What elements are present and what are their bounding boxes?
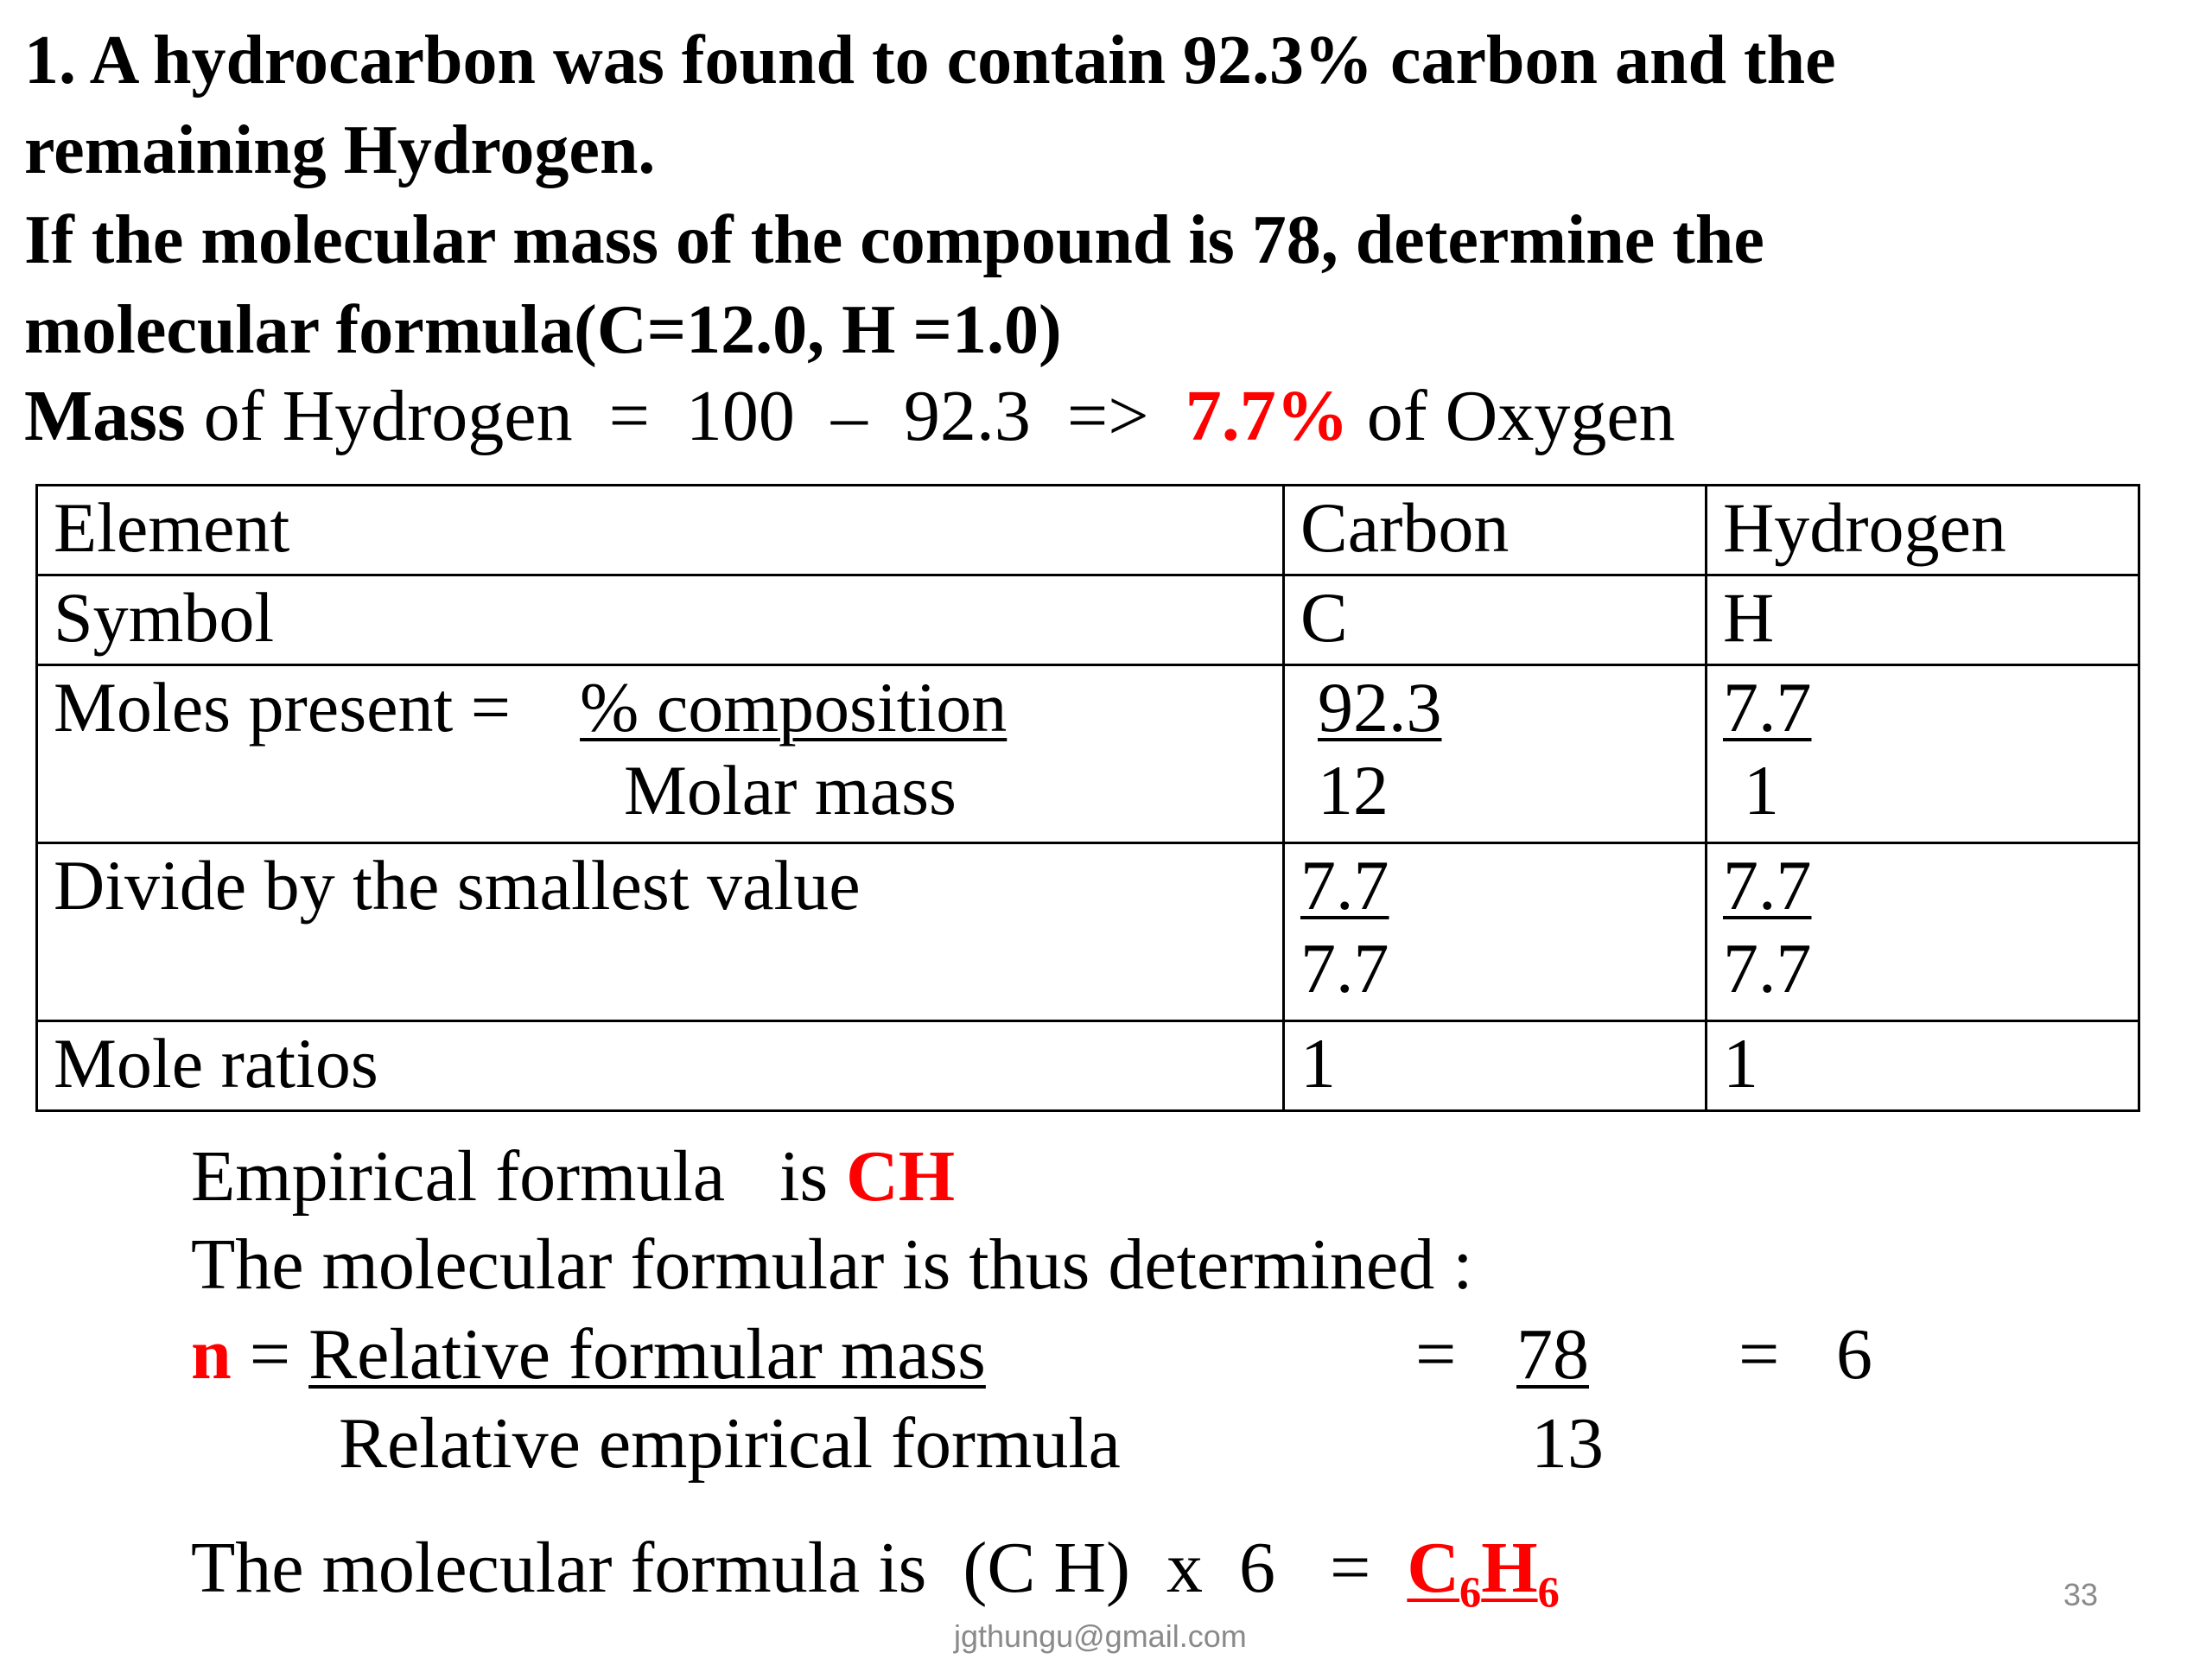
symbol-hydrogen: H xyxy=(1705,574,2140,666)
empirical-formula-line: Empirical formula is CH xyxy=(191,1134,955,1220)
question-line-2: remaining Hydrogen. xyxy=(24,112,656,188)
symbol-carbon: C xyxy=(1282,574,1707,666)
n-result: 6 xyxy=(1836,1314,1872,1395)
value-denominator: 13 xyxy=(1531,1403,1604,1484)
table-row: Mole ratios 1 1 xyxy=(35,1020,2140,1112)
question-line-3: If the molecular mass of the compound is… xyxy=(24,202,1764,278)
mass-calc: of Hydrogen = 100 – 92.3 => xyxy=(185,376,1185,456)
watermark: jgthungu@gmail.com xyxy=(954,1618,1247,1654)
ratio-carbon: 1 xyxy=(1282,1020,1707,1112)
numerator: 7.7 xyxy=(1300,846,1389,925)
moles-numerator-label: % composition xyxy=(580,668,1007,747)
header-element: Element xyxy=(35,484,1285,576)
numerator: 7.7 xyxy=(1723,668,1812,747)
mass-tail: of Oxygen xyxy=(1348,376,1675,456)
equals-1: = xyxy=(1415,1314,1457,1395)
molecular-formula-line: The molecular formula is (C H) x 6 = C6H… xyxy=(191,1525,1560,1614)
final-text: The molecular formula is (C H) x 6 = xyxy=(191,1528,1408,1608)
n-denominator: Relative empirical formula xyxy=(339,1403,1121,1484)
divide-label: Divide by the smallest value xyxy=(35,842,1285,1022)
moles-hydrogen: 7.7 1 xyxy=(1705,664,2140,844)
symbol-label: Symbol xyxy=(35,574,1285,666)
table-row: Element Carbon Hydrogen xyxy=(35,484,2140,576)
denominator: 7.7 xyxy=(1723,929,1812,1007)
mass-highlight: 7.7% xyxy=(1185,376,1349,456)
denominator: 7.7 xyxy=(1300,929,1389,1007)
ratio-label: Mole ratios xyxy=(35,1020,1285,1112)
table-row: Symbol C H xyxy=(35,574,2140,666)
empirical-value: CH xyxy=(846,1136,956,1217)
equals-2: = xyxy=(1738,1314,1780,1395)
header-hydrogen: Hydrogen xyxy=(1705,484,2140,576)
numerator: 92.3 xyxy=(1318,668,1442,747)
divide-carbon: 7.7 7.7 xyxy=(1282,842,1707,1022)
mole-ratio-table: Element Carbon Hydrogen Symbol C H Moles… xyxy=(35,484,2140,1112)
moles-denominator-label: Molar mass xyxy=(624,751,957,830)
question-line-1: 1. A hydrocarbon was found to contain 92… xyxy=(24,22,1836,99)
denominator: 1 xyxy=(1744,751,1779,830)
table-row: Divide by the smallest value 7.7 7.7 7.7 7… xyxy=(35,842,2140,1022)
mass-label: Mass xyxy=(24,376,186,456)
n-numerator: Relative formular mass xyxy=(308,1314,986,1395)
mass-of-hydrogen-line: Mass of Hydrogen = 100 – 92.3 => 7.7% of… xyxy=(24,373,1675,460)
moles-label-cell: Moles present = % composition Molar mass xyxy=(35,664,1285,844)
question-line-4: molecular formula(C=12.0, H =1.0) xyxy=(24,292,1062,368)
denominator: 12 xyxy=(1318,751,1389,830)
page-number: 33 xyxy=(2063,1577,2099,1612)
empirical-text: Empirical formula is xyxy=(191,1136,847,1217)
moles-carbon: 92.3 12 xyxy=(1282,664,1707,844)
n-label: n xyxy=(191,1314,232,1395)
determined-line: The molecular formular is thus determine… xyxy=(191,1224,1473,1305)
ratio-hydrogen: 1 xyxy=(1705,1020,2140,1112)
formula-h: H xyxy=(1481,1528,1538,1608)
n-equation-numerator: n = Relative formular mass xyxy=(191,1312,986,1398)
formula-h-sub: 6 xyxy=(1537,1567,1560,1617)
formula-c: C xyxy=(1407,1528,1460,1608)
formula-c-sub: 6 xyxy=(1459,1567,1482,1617)
moles-label: Moles present = xyxy=(54,668,512,747)
table-row: Moles present =% composition Molar mass … xyxy=(35,664,2140,844)
final-formula: C6H6 xyxy=(1407,1528,1559,1614)
header-carbon: Carbon xyxy=(1282,484,1707,576)
numerator: 7.7 xyxy=(1723,846,1812,925)
n-equals: = xyxy=(231,1314,309,1395)
value-numerator: 78 xyxy=(1516,1314,1589,1395)
divide-hydrogen: 7.7 7.7 xyxy=(1705,842,2140,1022)
